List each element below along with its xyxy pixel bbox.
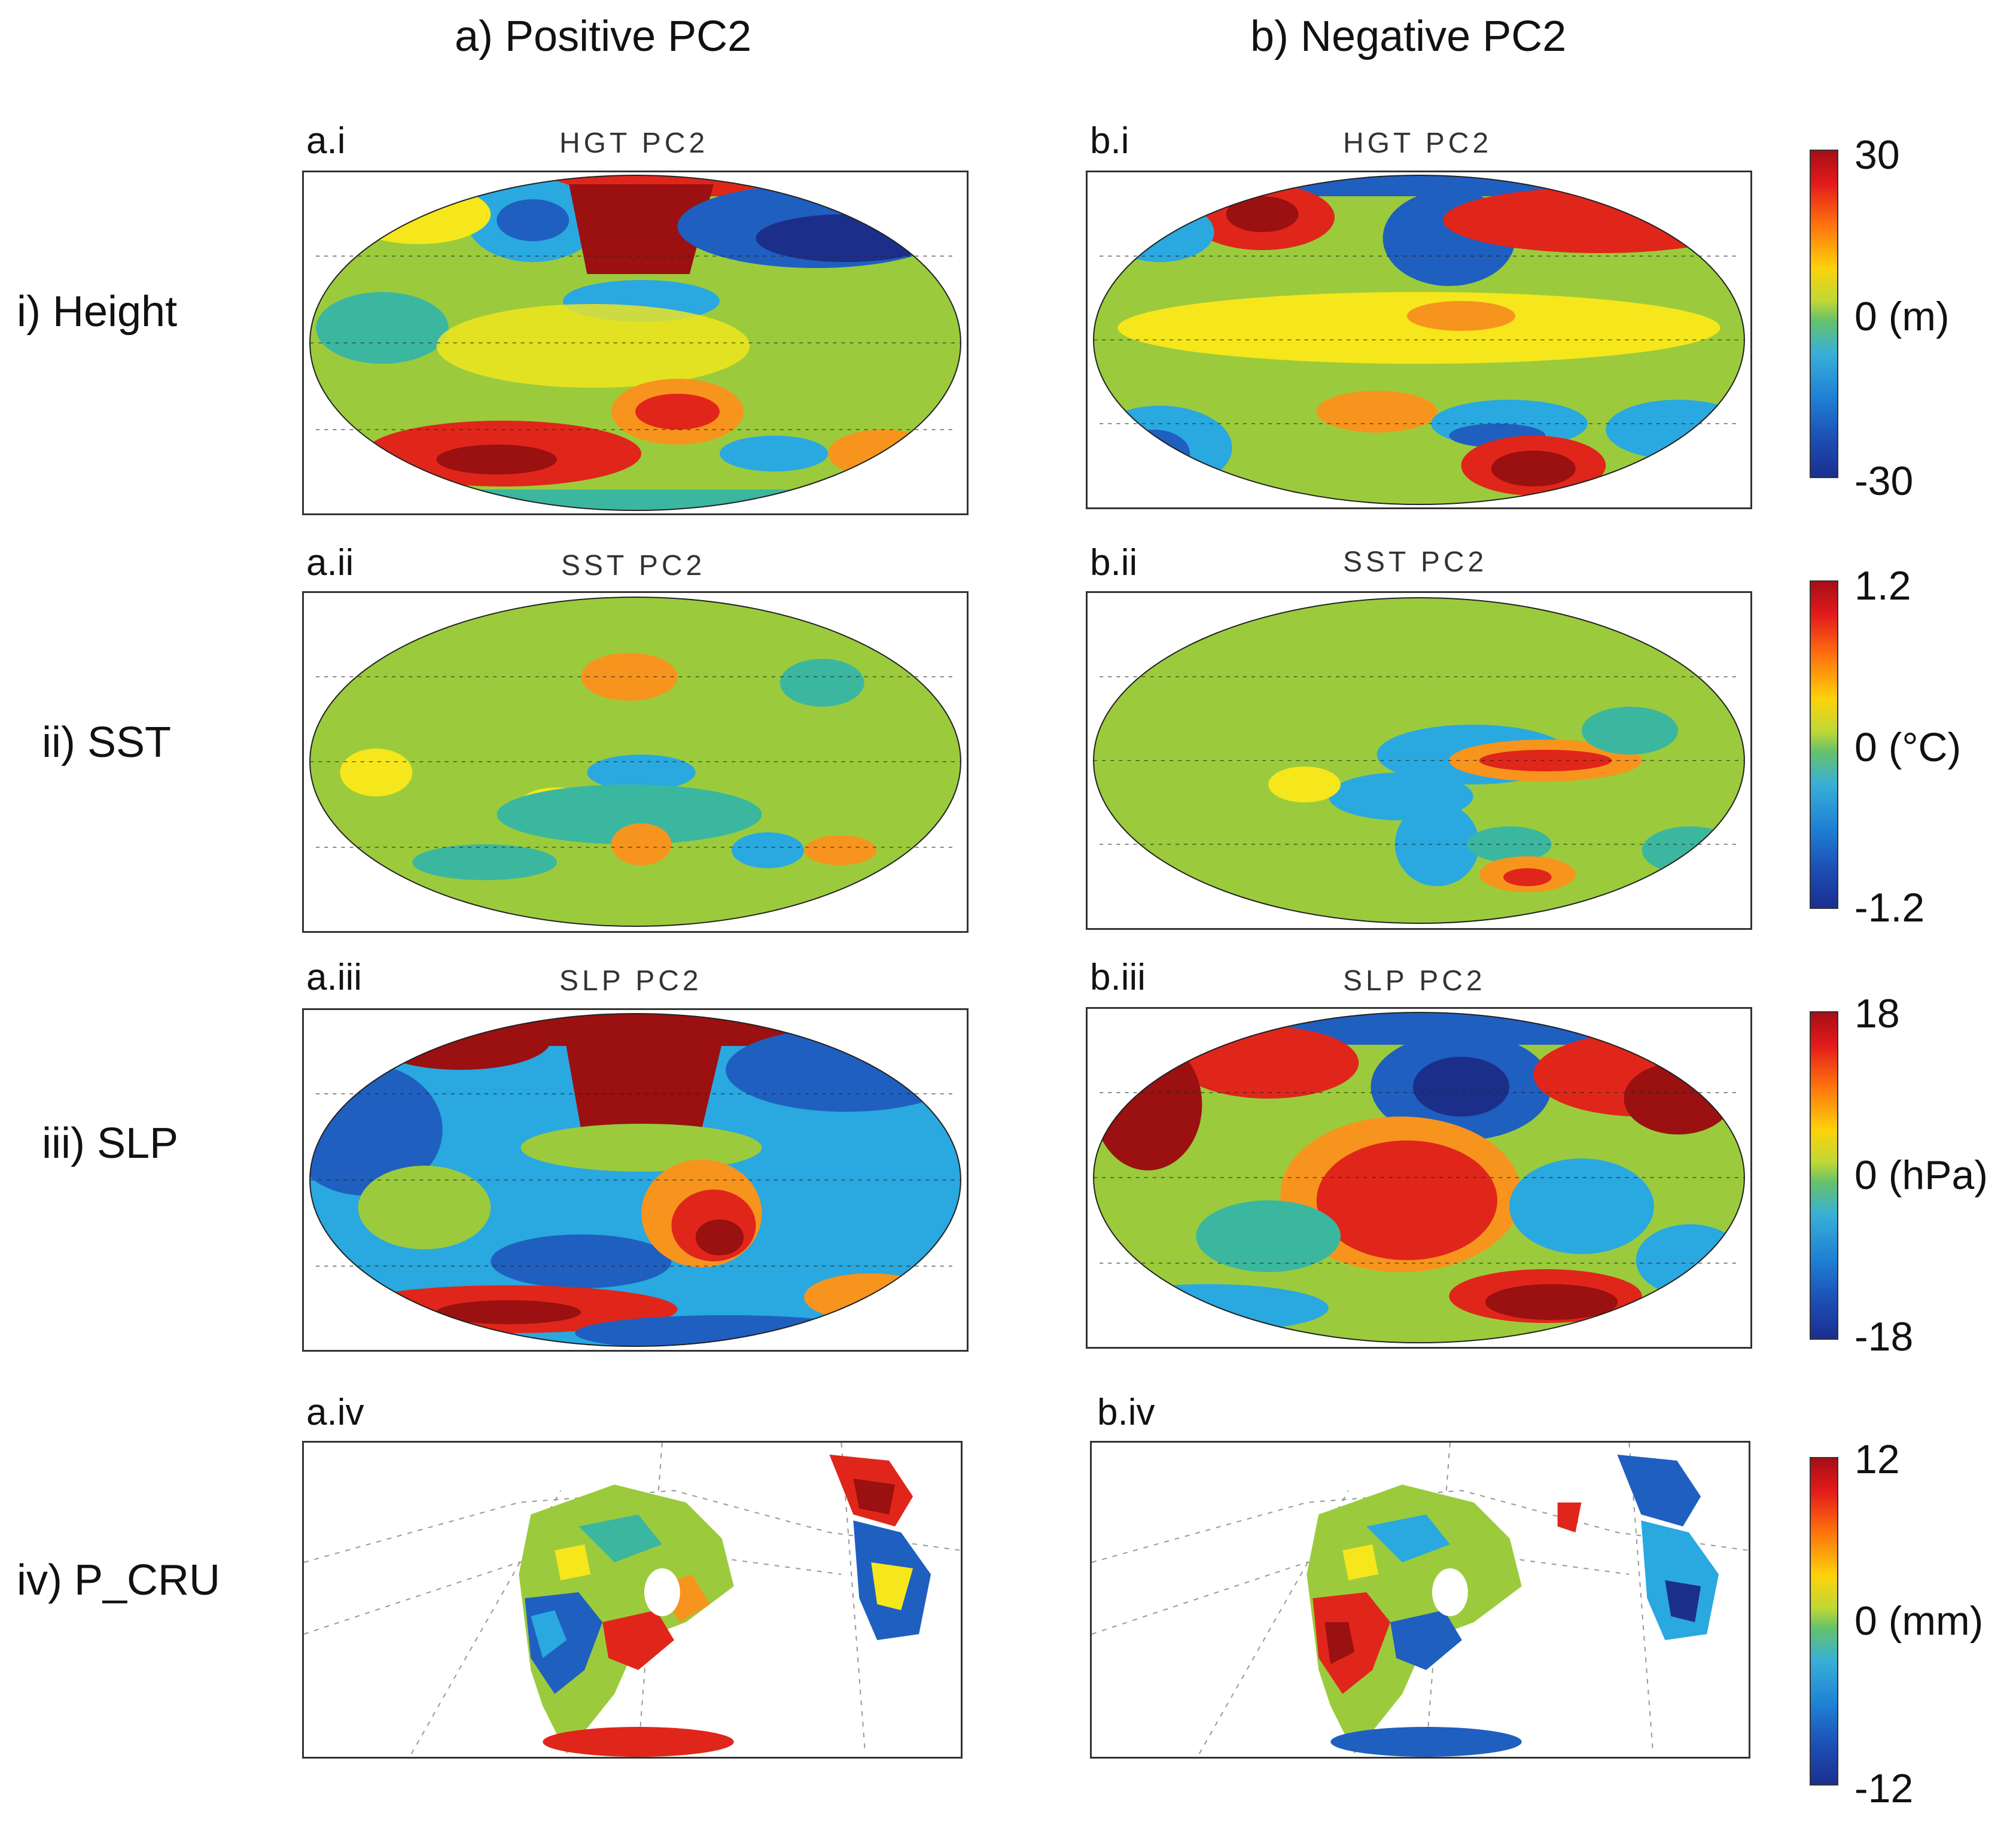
- column-title-positive: a) Positive PC2: [455, 13, 752, 60]
- panel-id-aiv: a.iv: [306, 1392, 364, 1433]
- panel-title-ai: HGT PC2: [559, 127, 709, 159]
- colorbar-hgt-mid: 0 (m): [1854, 294, 1950, 339]
- colorbar-sst-mid: 0 (°C): [1854, 725, 1962, 770]
- panel-title-aiii: SLP PC2: [559, 965, 702, 997]
- panel-id-aii: a.ii: [306, 542, 354, 583]
- map-sst-positive: [302, 591, 969, 933]
- colorbar-hgt: [1810, 150, 1838, 478]
- map-sst-negative: [1086, 591, 1752, 930]
- colorbar-sst: [1810, 580, 1838, 909]
- colorbar-slp-mid: 0 (hPa): [1854, 1152, 1988, 1198]
- panel-id-bii: b.ii: [1090, 542, 1138, 583]
- colorbar-pcru: [1810, 1457, 1838, 1786]
- colorbar-hgt-min: -30: [1854, 458, 1914, 504]
- row-label-sst: ii) SST: [42, 719, 171, 767]
- panel-id-bi: b.i: [1090, 120, 1129, 162]
- panel-title-bii: SST PC2: [1343, 546, 1488, 578]
- panel-id-biii: b.iii: [1090, 957, 1146, 998]
- map-pcru-negative: [1090, 1441, 1750, 1759]
- colorbar-pcru-min: -12: [1854, 1766, 1914, 1811]
- colorbar-slp-max: 18: [1854, 991, 1900, 1036]
- map-hgt-negative: [1086, 171, 1752, 509]
- panel-id-aiii: a.iii: [306, 957, 363, 998]
- map-slp-positive: [302, 1008, 969, 1352]
- map-hgt-positive: [302, 171, 969, 515]
- colorbar-sst-min: -1.2: [1854, 885, 1925, 930]
- colorbar-pcru-max: 12: [1854, 1437, 1900, 1482]
- row-label-height: i) Height: [17, 288, 178, 336]
- panel-id-biv: b.iv: [1097, 1392, 1155, 1433]
- colorbar-hgt-max: 30: [1854, 132, 1900, 178]
- panel-title-aii: SST PC2: [561, 550, 706, 582]
- panel-id-ai: a.i: [306, 120, 346, 162]
- panel-title-bi: HGT PC2: [1343, 127, 1493, 159]
- column-title-negative: b) Negative PC2: [1250, 13, 1567, 60]
- colorbar-sst-max: 1.2: [1854, 563, 1911, 609]
- colorbar-slp: [1810, 1011, 1838, 1340]
- colorbar-slp-min: -18: [1854, 1314, 1914, 1359]
- panel-title-biii: SLP PC2: [1343, 965, 1486, 997]
- map-pcru-positive: [302, 1441, 963, 1759]
- colorbar-pcru-mid: 0 (mm): [1854, 1598, 1984, 1644]
- map-slp-negative: [1086, 1007, 1752, 1349]
- row-label-slp: iii) SLP: [42, 1120, 179, 1167]
- row-label-pcru: iv) P_CRU: [17, 1556, 221, 1604]
